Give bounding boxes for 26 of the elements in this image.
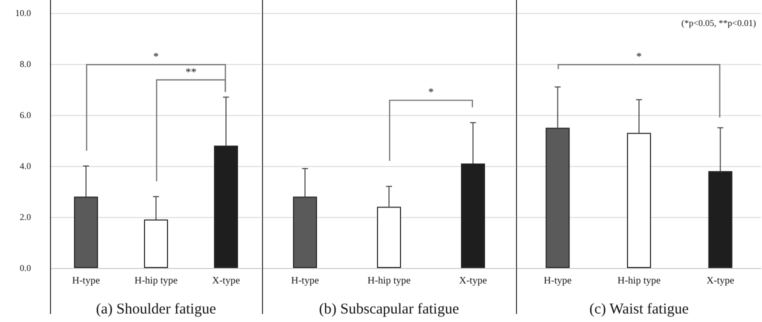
annotation: (*p<0.05, **p<0.01) <box>681 18 756 28</box>
x-tick-label: X-type <box>459 276 488 286</box>
bar <box>74 196 98 268</box>
bar <box>214 146 238 268</box>
annotation: * <box>153 51 159 63</box>
annotation: * <box>428 86 434 99</box>
x-tick-label: H-hip type <box>134 276 178 286</box>
annotation: ** <box>186 66 196 78</box>
x-tick-label: H-hip type <box>367 276 412 286</box>
x-tick-label: X-type <box>212 276 240 286</box>
x-tick-label: H-type <box>544 276 572 286</box>
y-tick-label: 8.0 <box>20 59 32 69</box>
y-tick-label: 6.0 <box>20 110 32 120</box>
x-axis-title: (a) Shoulder fatigue <box>96 302 216 318</box>
bar <box>144 220 168 268</box>
x-tick-label: H-type <box>291 276 320 286</box>
x-axis-title: (b) Subscapular fatigue <box>319 302 460 318</box>
x-tick-label: X-type <box>706 276 735 286</box>
y-tick-label: 2.0 <box>20 212 32 222</box>
y-tick-label: 10.0 <box>15 8 32 18</box>
y-tick-label: 4.0 <box>20 161 32 171</box>
x-tick-label: H-type <box>72 276 100 286</box>
y-tick-label: 0.0 <box>20 263 32 273</box>
x-axis-title: (c) Waist fatigue <box>589 302 689 318</box>
annotation: * <box>636 51 642 63</box>
x-tick-label: H-hip type <box>617 276 662 286</box>
